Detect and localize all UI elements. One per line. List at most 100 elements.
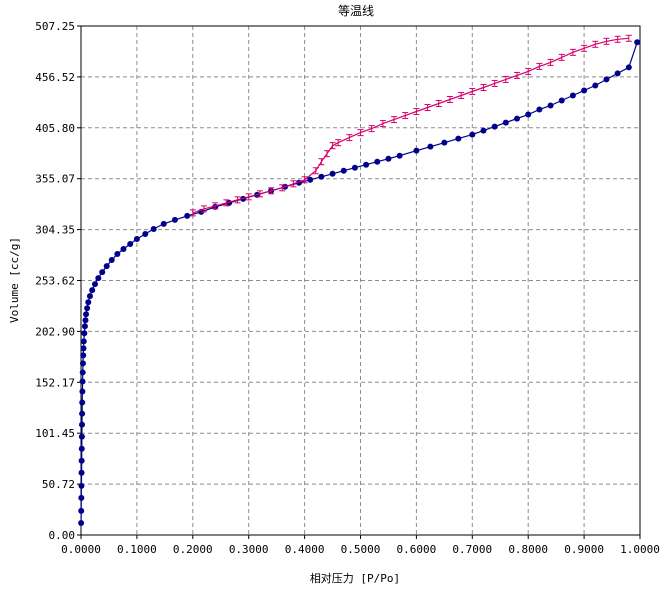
- adsorption-point: [351, 164, 358, 171]
- series-layer: [78, 34, 641, 526]
- adsorption-point: [558, 97, 565, 104]
- x-tick-label: 0.7000: [452, 543, 492, 556]
- adsorption-point: [78, 482, 85, 489]
- desorption-point: [329, 142, 336, 150]
- x-tick-label: 0.1000: [117, 543, 157, 556]
- desorption-point: [469, 87, 476, 95]
- desorption-point: [558, 53, 565, 61]
- adsorption-series: [78, 39, 641, 526]
- adsorption-point: [108, 257, 115, 264]
- adsorption-point: [142, 230, 149, 237]
- desorption-point: [268, 187, 275, 195]
- desorption-point: [514, 71, 521, 79]
- desorption-point: [223, 199, 230, 207]
- adsorption-point: [374, 158, 381, 165]
- y-tick-label: 405.80: [35, 122, 75, 135]
- adsorption-point: [150, 225, 157, 232]
- adsorption-point: [78, 433, 85, 440]
- desorption-point: [234, 196, 241, 204]
- adsorption-point: [78, 469, 85, 476]
- adsorption-point: [525, 111, 532, 118]
- x-tick-label: 0.5000: [341, 543, 381, 556]
- adsorption-point: [581, 87, 588, 94]
- adsorption-point: [84, 305, 91, 312]
- desorption-point: [536, 62, 543, 70]
- desorption-point: [212, 202, 219, 210]
- desorption-point: [614, 35, 621, 43]
- y-tick-label: 507.25: [35, 20, 75, 33]
- y-tick-label: 304.35: [35, 224, 75, 237]
- x-tick-label: 0.2000: [173, 543, 213, 556]
- adsorption-point: [91, 281, 98, 288]
- desorption-point: [413, 108, 420, 116]
- desorption-point: [603, 37, 610, 45]
- adsorption-point: [340, 167, 347, 174]
- grid: [81, 26, 640, 535]
- adsorption-point: [78, 445, 85, 452]
- desorption-point: [279, 184, 286, 192]
- adsorption-point: [413, 147, 420, 154]
- desorption-point: [301, 176, 308, 184]
- adsorption-point: [514, 115, 521, 122]
- adsorption-point: [171, 216, 178, 223]
- desorption-point: [458, 91, 465, 99]
- adsorption-point: [547, 102, 554, 109]
- adsorption-point: [603, 76, 610, 83]
- y-tick-label: 456.52: [35, 71, 75, 84]
- y-axis-ticks: 0.00 50.72 101.45 152.17 202.90 253.62 304.35 3…: [35, 20, 81, 542]
- desorption-point: [569, 48, 576, 56]
- desorption-point: [357, 129, 364, 137]
- y-axis-label: Volume [cc/g]: [8, 237, 21, 323]
- adsorption-point: [95, 275, 102, 282]
- adsorption-point: [99, 269, 106, 276]
- adsorption-point: [78, 457, 85, 464]
- adsorption-point: [79, 410, 86, 417]
- adsorption-line: [80, 42, 638, 524]
- adsorption-point: [329, 170, 336, 177]
- y-tick-label: 253.62: [35, 275, 75, 288]
- x-tick-label: 0.8000: [508, 543, 548, 556]
- adsorption-point: [133, 235, 140, 242]
- desorption-point: [581, 44, 588, 52]
- adsorption-point: [79, 369, 86, 376]
- adsorption-point: [569, 92, 576, 99]
- adsorption-point: [103, 263, 110, 270]
- x-tick-label: 0.9000: [564, 543, 604, 556]
- adsorption-point: [114, 251, 121, 258]
- adsorption-point: [89, 287, 96, 294]
- x-tick-label: 1.0000: [620, 543, 660, 556]
- chart-title: 等温线: [338, 4, 374, 18]
- adsorption-point: [455, 135, 462, 142]
- adsorption-point: [592, 82, 599, 89]
- desorption-point: [256, 190, 263, 198]
- adsorption-point: [79, 378, 86, 385]
- desorption-point: [391, 116, 398, 124]
- desorption-point: [592, 40, 599, 48]
- adsorption-point: [80, 338, 87, 345]
- desorption-point: [290, 180, 297, 188]
- desorption-point: [368, 125, 375, 133]
- adsorption-point: [318, 173, 325, 180]
- adsorption-point: [78, 507, 85, 514]
- desorption-point: [318, 158, 325, 166]
- x-axis-label: 相对压力 [P/Po]: [310, 571, 400, 585]
- adsorption-point: [427, 143, 434, 150]
- adsorption-point: [79, 388, 86, 395]
- x-axis-ticks: 0.0000 0.1000 0.2000 0.3000 0.4000 0.5000 0.60…: [61, 535, 660, 556]
- adsorption-point: [441, 139, 448, 146]
- adsorption-point: [86, 293, 93, 300]
- adsorption-point: [127, 240, 134, 247]
- desorption-point: [625, 34, 632, 42]
- desorption-point: [312, 167, 319, 175]
- desorption-point: [424, 104, 431, 112]
- adsorption-point: [80, 345, 87, 352]
- adsorption-point: [160, 220, 167, 227]
- adsorption-point: [396, 152, 403, 159]
- desorption-point: [446, 96, 453, 104]
- y-tick-label: 50.72: [42, 478, 75, 491]
- desorption-point: [547, 58, 554, 66]
- y-tick-label: 152.17: [35, 376, 75, 389]
- adsorption-point: [83, 311, 90, 318]
- x-tick-label: 0.0000: [61, 543, 101, 556]
